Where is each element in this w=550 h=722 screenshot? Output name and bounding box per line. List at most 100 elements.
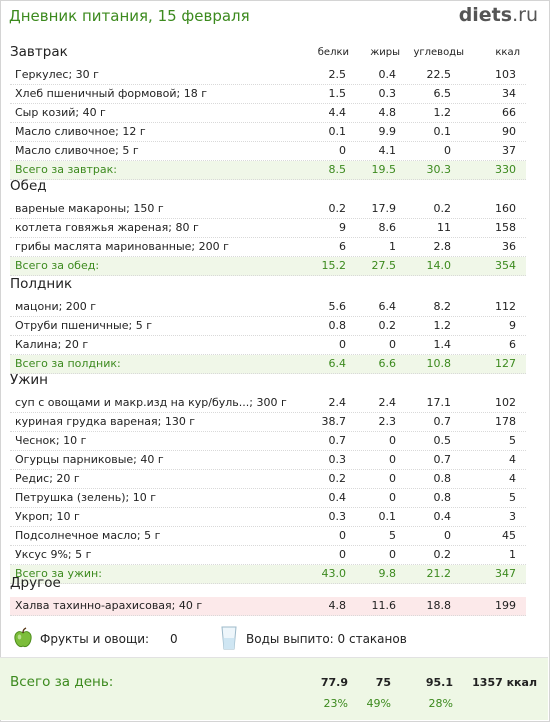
food-row[interactable]: Огурцы парниковые; 40 г 0.3 0 0.7 4 xyxy=(10,451,526,470)
fat-cell: 0.1 xyxy=(378,510,397,523)
fat-cell: 11.6 xyxy=(371,599,397,612)
carbs-cell: 0.2 xyxy=(433,202,452,215)
carbs-cell: 0.1 xyxy=(433,125,452,138)
fat-cell: 6.4 xyxy=(378,300,397,313)
carbs-cell: 0.7 xyxy=(433,453,452,466)
column-header-carbs: углеводы xyxy=(413,47,464,58)
food-row[interactable]: Петрушка (зелень); 10 г 0.4 0 0.8 5 xyxy=(10,489,526,508)
food-name-cell: Уксус 9%; 5 г xyxy=(15,548,92,561)
kcal-cell: 330 xyxy=(495,163,516,176)
food-row[interactable]: грибы маслята маринованные; 200 г 6 1 2.8 36 xyxy=(10,238,526,257)
fat-cell: 17.9 xyxy=(371,202,397,215)
protein-cell: 0.3 xyxy=(328,453,347,466)
section-total-row: Всего за завтрак: 8.5 19.5 30.3 330 xyxy=(10,161,526,180)
carbs-cell: 0.8 xyxy=(433,491,452,504)
site-logo[interactable]: diets.ru xyxy=(459,4,538,26)
section-title: Обед xyxy=(10,178,47,194)
fat-cell: 4.1 xyxy=(378,144,397,157)
fat-cell: 0 xyxy=(389,338,396,351)
food-row[interactable]: Масло сливочное; 5 г 0 4.1 0 37 xyxy=(10,142,526,161)
food-name-cell: Масло сливочное; 12 г xyxy=(15,125,146,138)
protein-cell: 15.2 xyxy=(321,259,347,272)
kcal-cell: 34 xyxy=(502,87,516,100)
food-row[interactable]: мацони; 200 г 5.6 6.4 8.2 112 xyxy=(10,298,526,317)
protein-cell: 6.4 xyxy=(328,357,347,370)
kcal-cell: 102 xyxy=(495,396,516,409)
section-total-row: Всего за обед: 15.2 27.5 14.0 354 xyxy=(10,257,526,276)
food-row[interactable]: Уксус 9%; 5 г 0 0 0.2 1 xyxy=(10,546,526,565)
logo-main: diets xyxy=(458,4,513,26)
kcal-cell: 5 xyxy=(509,434,516,447)
food-row[interactable]: Подсолнечное масло; 5 г 0 5 0 45 xyxy=(10,527,526,546)
protein-cell: 1.5 xyxy=(328,87,347,100)
food-row[interactable]: Халва тахинно-арахисовая; 40 г 4.8 11.6 18.… xyxy=(10,597,526,616)
food-row[interactable]: Геркулес; 30 г 2.5 0.4 22.5 103 xyxy=(10,66,526,85)
food-name-cell: Отруби пшеничные; 5 г xyxy=(15,319,152,332)
food-row[interactable]: Чеснок; 10 г 0.7 0 0.5 5 xyxy=(10,432,526,451)
day-total-protein: 77.9 xyxy=(320,676,348,689)
protein-cell: 0 xyxy=(339,548,346,561)
kcal-cell: 4 xyxy=(509,453,516,466)
carbs-cell: 0 xyxy=(444,144,451,157)
kcal-cell: 103 xyxy=(495,68,516,81)
total-label: Всего за полдник: xyxy=(15,357,121,370)
day-total-carbs-pct: 28% xyxy=(428,697,453,710)
food-name-cell: Геркулес; 30 г xyxy=(15,68,99,81)
water-label: Воды выпито: 0 стаканов xyxy=(246,632,407,646)
protein-cell: 0.2 xyxy=(328,202,347,215)
food-row[interactable]: Сыр козий; 40 г 4.4 4.8 1.2 66 xyxy=(10,104,526,123)
kcal-cell: 9 xyxy=(509,319,516,332)
food-row[interactable]: Отруби пшеничные; 5 г 0.8 0.2 1.2 9 xyxy=(10,317,526,336)
food-name-cell: Петрушка (зелень); 10 г xyxy=(15,491,157,504)
kcal-cell: 112 xyxy=(495,300,516,313)
kcal-cell: 354 xyxy=(495,259,516,272)
carbs-cell: 2.8 xyxy=(433,240,452,253)
food-row[interactable]: Укроп; 10 г 0.3 0.1 0.4 3 xyxy=(10,508,526,527)
carbs-cell: 21.2 xyxy=(426,567,452,580)
protein-cell: 38.7 xyxy=(321,415,347,428)
carbs-cell: 1.4 xyxy=(433,338,452,351)
food-row[interactable]: Редис; 20 г 0.2 0 0.8 4 xyxy=(10,470,526,489)
day-total-fat-pct: 49% xyxy=(366,697,391,710)
carbs-cell: 6.5 xyxy=(433,87,452,100)
carbs-cell: 0.7 xyxy=(433,415,452,428)
fat-cell: 0 xyxy=(389,548,396,561)
food-row[interactable]: Калина; 20 г 0 0 1.4 6 xyxy=(10,336,526,355)
fat-cell: 4.8 xyxy=(378,106,397,119)
fruits-value: 0 xyxy=(170,632,178,646)
food-row[interactable]: котлета говяжья жареная; 80 г 9 8.6 11 158 xyxy=(10,219,526,238)
fat-cell: 27.5 xyxy=(371,259,397,272)
total-label: Всего за обед: xyxy=(15,259,100,272)
column-header-fat: жиры xyxy=(370,47,400,58)
day-total-kcal: 1357 ккал xyxy=(472,676,537,689)
fat-cell: 0 xyxy=(389,453,396,466)
day-total-carbs: 95.1 xyxy=(425,676,453,689)
total-label: Всего за завтрак: xyxy=(15,163,118,176)
food-row[interactable]: Масло сливочное; 12 г 0.1 9.9 0.1 90 xyxy=(10,123,526,142)
food-row[interactable]: куриная грудка вареная; 130 г 38.7 2.3 0.7 1… xyxy=(10,413,526,432)
food-name-cell: мацони; 200 г xyxy=(15,300,97,313)
kcal-cell: 4 xyxy=(509,472,516,485)
carbs-cell: 22.5 xyxy=(426,68,452,81)
food-name-cell: Огурцы парниковые; 40 г xyxy=(15,453,164,466)
fat-cell: 0 xyxy=(389,472,396,485)
apple-icon xyxy=(14,627,32,648)
food-name-cell: грибы маслята маринованные; 200 г xyxy=(15,240,229,253)
kcal-cell: 127 xyxy=(495,357,516,370)
fat-cell: 0.4 xyxy=(378,68,397,81)
kcal-cell: 45 xyxy=(502,529,516,542)
protein-cell: 6 xyxy=(339,240,346,253)
column-header-kcal: ккал xyxy=(495,47,520,58)
fat-cell: 19.5 xyxy=(371,163,397,176)
carbs-cell: 0.4 xyxy=(433,510,452,523)
kcal-cell: 178 xyxy=(495,415,516,428)
protein-cell: 2.4 xyxy=(328,396,347,409)
food-row[interactable]: вареные макароны; 150 г 0.2 17.9 0.2 160 xyxy=(10,200,526,219)
kcal-cell: 36 xyxy=(502,240,516,253)
food-row[interactable]: Хлеб пшеничный формовой; 18 г 1.5 0.3 6.5 34 xyxy=(10,85,526,104)
carbs-cell: 11 xyxy=(437,221,451,234)
day-total-label: Всего за день: xyxy=(10,674,114,690)
food-row[interactable]: суп с овощами и макр.изд на кур/буль...;… xyxy=(10,394,526,413)
protein-cell: 4.4 xyxy=(328,106,347,119)
kcal-cell: 158 xyxy=(495,221,516,234)
